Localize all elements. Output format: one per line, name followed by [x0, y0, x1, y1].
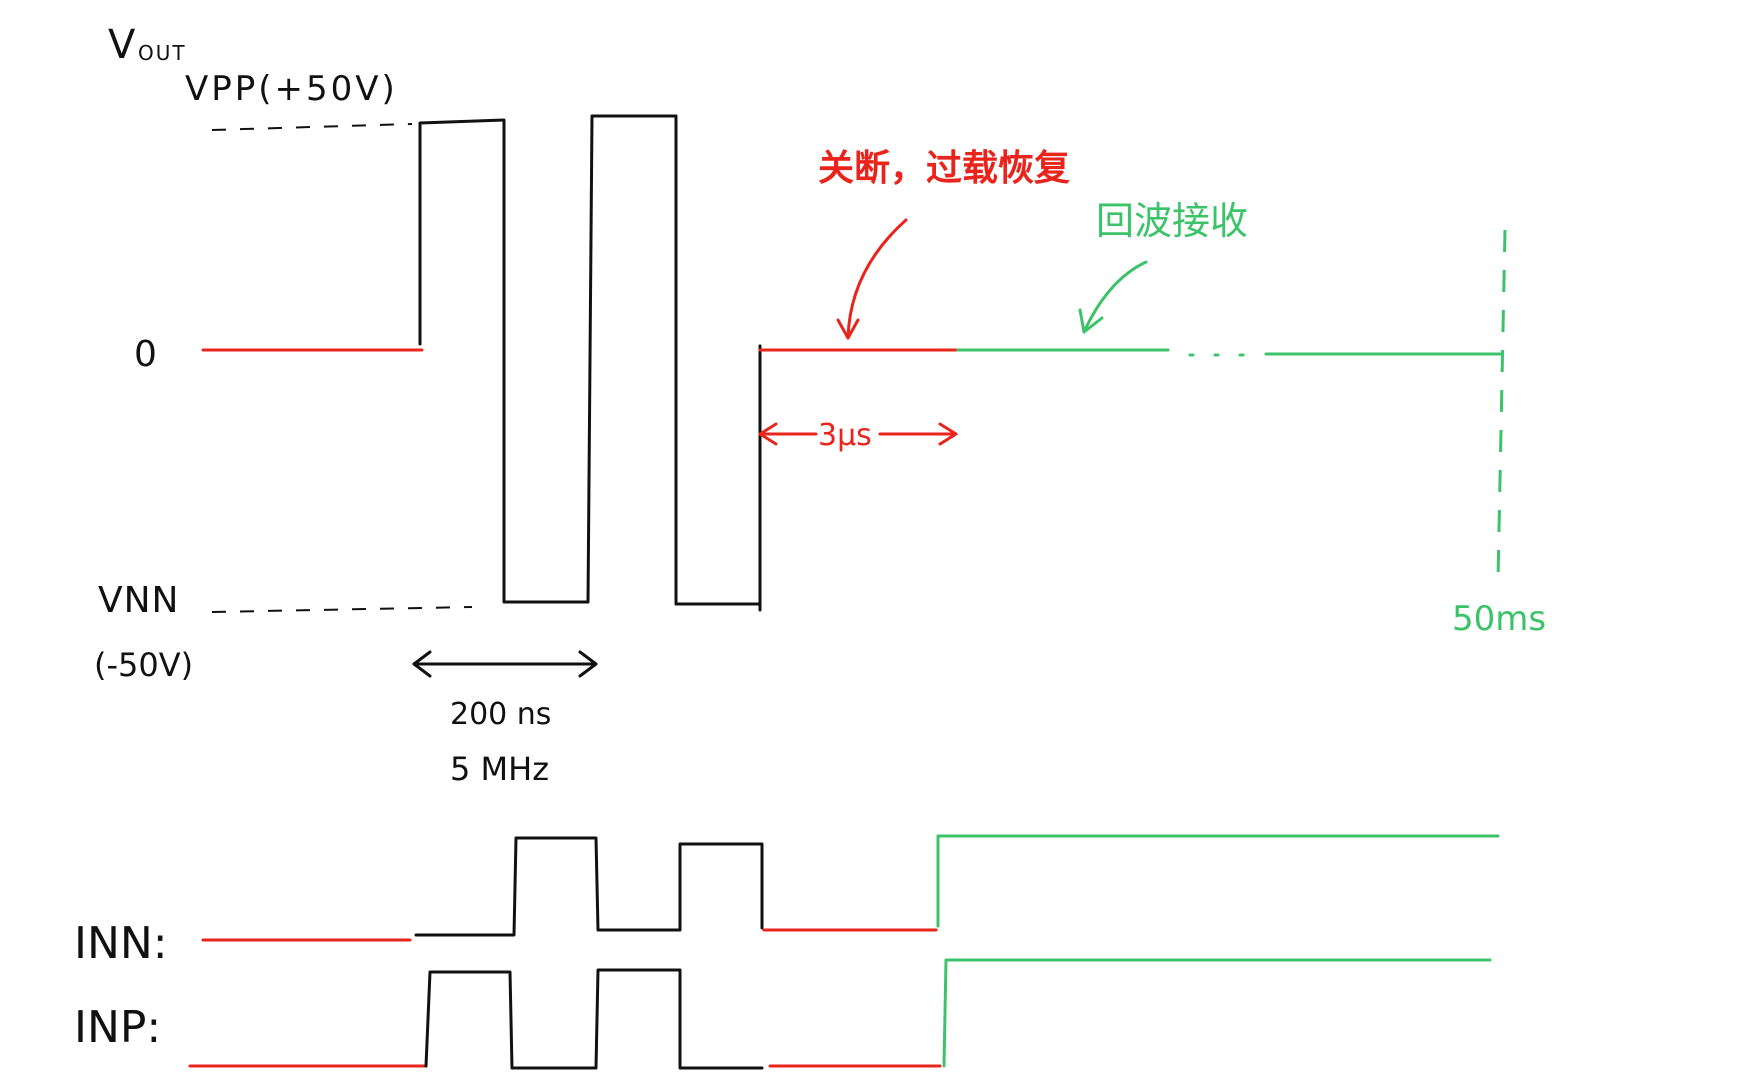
- vout-axis-labels: V OUT VPP(+50V) 0 VNN (-50V): [94, 22, 398, 684]
- end-time-marker: [1496, 229, 1507, 581]
- inp-label: INP:: [74, 1002, 161, 1053]
- shutdown-pointer-arrowhead: [836, 318, 860, 340]
- inp-receive-segment: [942, 958, 1492, 1068]
- period-dim-left-head: [412, 650, 432, 678]
- echo-pointer-arrowhead: [1078, 308, 1104, 334]
- frequency-label: 5 MHz: [450, 750, 549, 788]
- inn-pulse-train: [414, 836, 764, 937]
- vout-subscript: OUT: [138, 41, 187, 65]
- zero-label: 0: [134, 334, 157, 375]
- vpp-label: VPP(+50V): [185, 69, 398, 109]
- period-dim-right-head: [578, 650, 598, 678]
- inn-receive-segment: [936, 834, 1500, 928]
- recovery-dim-left-head: [758, 422, 778, 446]
- period-label: 200 ns: [450, 697, 551, 732]
- vout-label: V: [108, 22, 136, 68]
- vnn-label: VNN: [98, 580, 180, 621]
- shutdown-note: 关断，过载恢复: [818, 148, 1070, 189]
- vnn-value-label: (-50V): [94, 646, 193, 684]
- echo-pointer-arrow: [1082, 260, 1148, 334]
- recovery-time-label: 3μs: [818, 418, 872, 453]
- echo-note: 回波接收: [1096, 199, 1248, 243]
- shutdown-pointer-arrow: [846, 218, 908, 340]
- vnn-level-dash: [211, 606, 473, 613]
- vout-pulse-train: [418, 114, 762, 606]
- vpp-level-dash: [211, 123, 413, 131]
- inn-label: INN:: [74, 918, 168, 969]
- inp-pulse-train: [424, 968, 764, 1070]
- recovery-dim-right-head: [938, 422, 958, 446]
- end-time-label: 50ms: [1452, 599, 1546, 639]
